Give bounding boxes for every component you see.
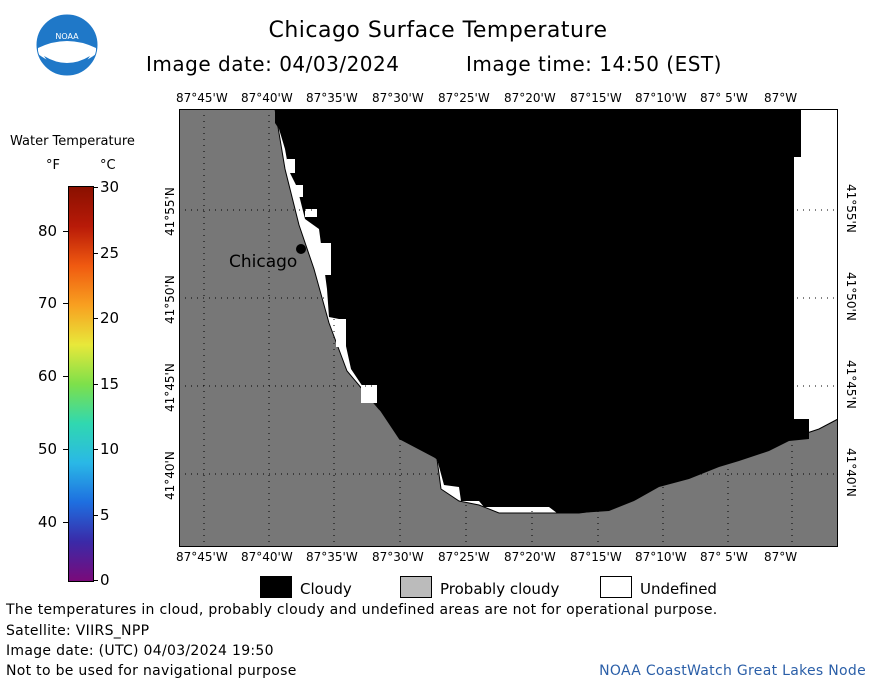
footer-nav-warning: Not to be used for navigational purpose	[6, 663, 297, 679]
longitude-label: 87°W	[764, 91, 798, 105]
undefined-patch	[305, 209, 317, 217]
longitude-label: 87°25'W	[438, 550, 490, 564]
longitude-label: 87°W	[764, 550, 798, 564]
latitude-label: 41°40'N	[844, 448, 858, 497]
longitude-label: 87°40'W	[241, 91, 293, 105]
longitude-label: 87°40'W	[241, 550, 293, 564]
noaa-logo-icon: NOAA	[36, 14, 98, 76]
colorbar-tick-c: 5	[100, 505, 110, 524]
temperature-map	[179, 109, 838, 547]
colorbar-tick-c: 30	[100, 178, 120, 196]
colorbar-tick-mark	[63, 521, 68, 523]
colorbar-tick-mark	[93, 383, 98, 385]
footer-utc-date: Image date: (UTC) 04/03/2024 19:50	[6, 643, 274, 659]
colorbar-tick-mark	[93, 580, 98, 581]
colorbar-tick-c: 0	[100, 571, 110, 589]
longitude-label: 87°35'W	[306, 550, 358, 564]
longitude-label: 87°15'W	[570, 550, 622, 564]
colorbar-tick-mark	[63, 303, 68, 305]
city-label-chicago: Chicago	[229, 252, 298, 272]
latitude-label: 41°50'N	[844, 272, 858, 321]
footer-note: The temperatures in cloud, probably clou…	[6, 602, 718, 618]
undefined-east	[794, 109, 838, 419]
longitude-label: 87°35'W	[306, 91, 358, 105]
latitude-label: 41°40'N	[163, 451, 177, 500]
longitude-label: 87°20'W	[504, 550, 556, 564]
colorbar-tick-mark	[63, 376, 68, 378]
colorbar-tick-mark	[93, 187, 98, 188]
colorbar-tick-c: 20	[100, 309, 120, 327]
undefined-patch	[336, 319, 346, 347]
undefined-patch	[361, 385, 377, 403]
latitude-label: 41°55'N	[163, 187, 177, 236]
colorbar	[68, 186, 94, 582]
colorbar-tick-f: 40	[38, 512, 58, 531]
map-frame	[179, 109, 838, 547]
colorbar-tick-f: 60	[38, 367, 58, 386]
colorbar-tick-mark	[93, 318, 98, 319]
longitude-label: 87°20'W	[504, 91, 556, 105]
image-time: Image time: 14:50 (EST)	[466, 52, 722, 76]
longitude-label: 87°15'W	[570, 91, 622, 105]
colorbar-tick-mark	[93, 514, 98, 516]
colorbar-tick-mark	[93, 449, 98, 450]
longitude-label: 87°10'W	[635, 91, 687, 105]
colorbar-title: Water Temperature	[10, 134, 135, 149]
legend-swatch-cloudy	[260, 576, 292, 598]
longitude-label: 87°30'W	[372, 91, 424, 105]
latitude-label: 41°50'N	[163, 275, 177, 324]
cloudy-area	[275, 109, 809, 513]
latitude-label: 41°45'N	[844, 360, 858, 409]
logo-text: NOAA	[55, 32, 79, 41]
undefined-patch	[287, 159, 295, 173]
cloudy-east-edge	[794, 109, 801, 157]
latitude-label: 41°55'N	[844, 184, 858, 233]
longitude-label: 87° 5'W	[700, 550, 748, 564]
colorbar-tick-mark	[63, 449, 68, 450]
colorbar-tick-f: 70	[38, 294, 58, 313]
colorbar-tick-mark	[63, 230, 68, 232]
colorbar-tick-c: 10	[100, 440, 120, 458]
colorbar-unit-c: °C	[100, 158, 116, 173]
undefined-patch	[319, 243, 331, 275]
footer-satellite: Satellite: VIIRS_NPP	[6, 623, 150, 639]
latitude-label: 41°45'N	[163, 363, 177, 412]
colorbar-tick-c: 25	[100, 243, 120, 262]
page-title: Chicago Surface Temperature	[268, 18, 608, 43]
longitude-label: 87°45'W	[176, 550, 228, 564]
longitude-label: 87°30'W	[372, 550, 424, 564]
longitude-label: 87°25'W	[438, 91, 490, 105]
longitude-label: 87°10'W	[635, 550, 687, 564]
colorbar-tick-f: 80	[38, 221, 58, 240]
image-date: Image date: 04/03/2024	[146, 52, 400, 76]
colorbar-unit-f: °F	[46, 158, 60, 173]
colorbar-tick-c: 15	[100, 374, 120, 393]
undefined-patch	[293, 185, 303, 197]
legend-label-cloudy: Cloudy	[300, 580, 352, 598]
colorbar-tick-mark	[93, 252, 98, 254]
longitude-label: 87°45'W	[176, 91, 228, 105]
chicago-marker	[296, 244, 306, 254]
footer-credit: NOAA CoastWatch Great Lakes Node	[599, 663, 866, 679]
legend-label-undefined: Undefined	[640, 580, 717, 598]
legend-label-probably-cloudy: Probably cloudy	[440, 580, 560, 598]
legend-swatch-undefined	[600, 576, 632, 598]
legend-swatch-probably-cloudy	[400, 576, 432, 598]
longitude-label: 87° 5'W	[700, 91, 748, 105]
colorbar-tick-f: 50	[38, 440, 58, 458]
